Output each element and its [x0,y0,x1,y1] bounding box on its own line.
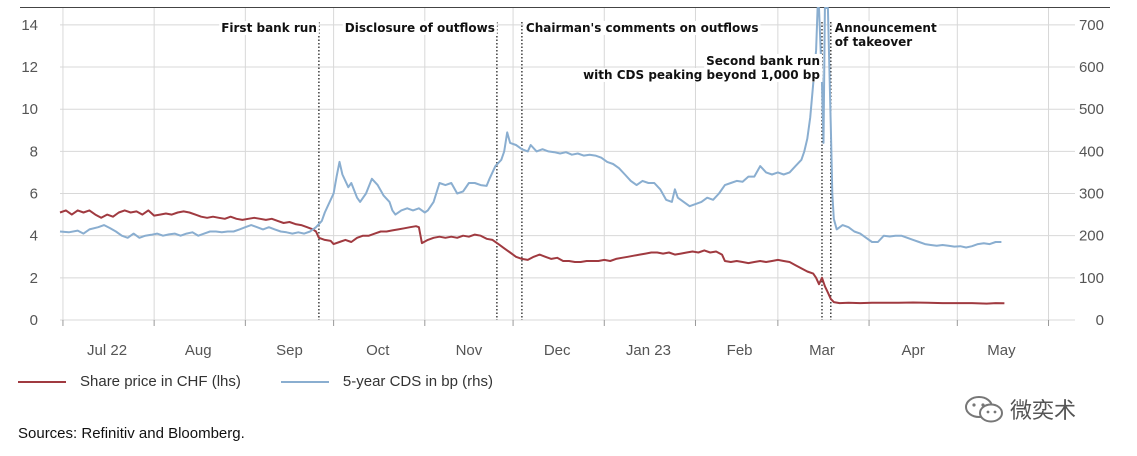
annotation-text: Chairman's comments on outflows [526,21,759,35]
x-tick-label: Feb [727,342,753,359]
source-note: Sources: Refinitiv and Bloomberg. [18,425,245,442]
y-left-tick-label: 0 [30,312,38,329]
x-tick-label: Sep [276,342,303,359]
y-right-tick-label: 100 [1079,270,1104,287]
y-right-tick-label: 400 [1079,143,1104,160]
y-axis-left: 0 2 4 6 8 10 12 14 [21,17,38,329]
legend-item-share-price: Share price in CHF (lhs) [18,373,241,390]
annotation-bg [832,21,939,35]
annotation-bg [704,54,822,68]
legend-label-cds: 5-year CDS in bp (rhs) [342,373,493,390]
x-axis: Jul 22 Aug Sep Oct Nov Dec Jan 23 Feb Mar Apr May [62,320,1050,359]
y-right-tick-label: 200 [1079,228,1104,245]
y-axis-right: 0 100 200 300 400 500 600 700 [1079,17,1104,329]
annotation-text: Second bank run [706,54,820,68]
annotation-text: with CDS peaking beyond 1,000 bp [583,68,820,82]
y-left-tick-label: 10 [21,101,38,118]
x-tick-label: Oct [366,342,390,359]
x-tick-label: Mar [809,342,835,359]
y-left-tick-label: 14 [21,17,38,34]
y-right-tick-label: 500 [1079,101,1104,118]
series-line-cds [59,7,1002,249]
annotation-bg [523,21,761,35]
annotation-text: Announcement [835,21,937,35]
annotation-bg [219,21,319,35]
legend-label-share-price: Share price in CHF (lhs) [80,373,241,390]
y-right-tick-label: 700 [1079,17,1104,34]
grid-lines [20,7,1110,321]
y-left-tick-label: 12 [21,59,38,76]
y-left-tick-label: 6 [30,186,38,203]
legend-item-cds: 5-year CDS in bp (rhs) [280,373,493,390]
x-tick-label: Jul 22 [87,342,127,359]
annotation-bg [342,21,497,35]
legend-swatch-cds [280,380,329,383]
y-right-tick-label: 0 [1096,312,1104,329]
annotation-bg [581,68,823,82]
x-tick-label: May [987,342,1016,359]
annotation-bg [832,35,915,49]
annotation-text: Disclosure of outflows [345,21,495,35]
x-tick-label: Nov [456,342,483,359]
y-right-tick-label: 600 [1079,59,1104,76]
annotations: First bank run Disclosure of outflows Chai… [219,21,939,82]
watermark-text: 微奕术 [1010,398,1077,423]
x-tick-label: Apr [902,342,925,359]
watermark: 微奕术 [962,393,1076,425]
x-tick-label: Aug [185,342,212,359]
chart-svg: 0 2 4 6 8 10 12 14 0 100 200 300 400 500 600 700 Jul 2… [20,7,1110,359]
legend: Share price in CHF (lhs) 5-year CDS in b… [18,373,533,390]
x-tick-label: Jan 23 [626,342,671,359]
series-line-share-price [59,209,1005,305]
y-left-tick-label: 8 [30,143,38,160]
annotation-text: of takeover [835,35,912,49]
y-left-tick-label: 2 [30,270,38,287]
annotation-text: First bank run [221,21,317,35]
legend-swatch-share-price [18,380,66,383]
y-left-tick-label: 4 [30,228,38,245]
x-tick-label: Dec [544,342,571,359]
y-right-tick-label: 300 [1079,186,1104,203]
wechat-icon [965,396,1003,423]
series-lines [59,7,1005,305]
